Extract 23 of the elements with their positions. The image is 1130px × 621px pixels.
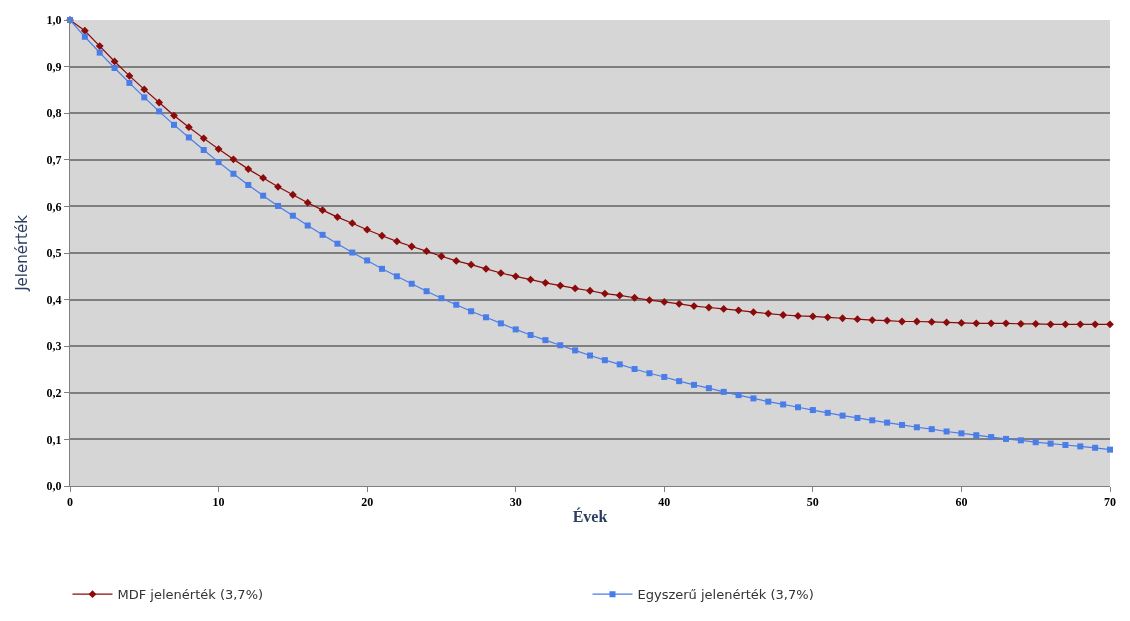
x-tick-label: 10: [212, 495, 225, 510]
x-tick-label: 20: [361, 495, 374, 510]
y-tick-label: 0,5: [46, 246, 62, 261]
y-tick-label: 0,3: [46, 339, 62, 354]
x-axis-title: Évek: [572, 507, 608, 526]
legend-label: Egyszerű jelenérték (3,7%): [637, 587, 814, 603]
y-tick-label: 0,6: [46, 199, 62, 214]
y-tick-label: 0,7: [46, 153, 62, 167]
x-tick-label: 0: [67, 495, 73, 510]
x-tick-label: 30: [509, 495, 522, 510]
y-tick-label: 0,9: [46, 59, 62, 74]
x-tick-label: 40: [658, 495, 671, 510]
y-tick-label: 0,4: [46, 292, 62, 307]
y-tick-label: 0,0: [46, 479, 62, 494]
x-tick-label: 60: [955, 495, 968, 510]
y-tick-label: 0,8: [46, 106, 62, 121]
y-axis-title: Jelenérték: [12, 214, 31, 292]
y-tick-label: 1,0: [46, 13, 62, 28]
x-tick-label: 70: [1104, 495, 1116, 510]
y-tick-label: 0,2: [46, 386, 62, 400]
legend-label: MDF jelenérték (3,7%): [117, 587, 264, 603]
x-tick-label: 50: [806, 495, 819, 510]
y-tick-label: 0,1: [46, 432, 62, 447]
